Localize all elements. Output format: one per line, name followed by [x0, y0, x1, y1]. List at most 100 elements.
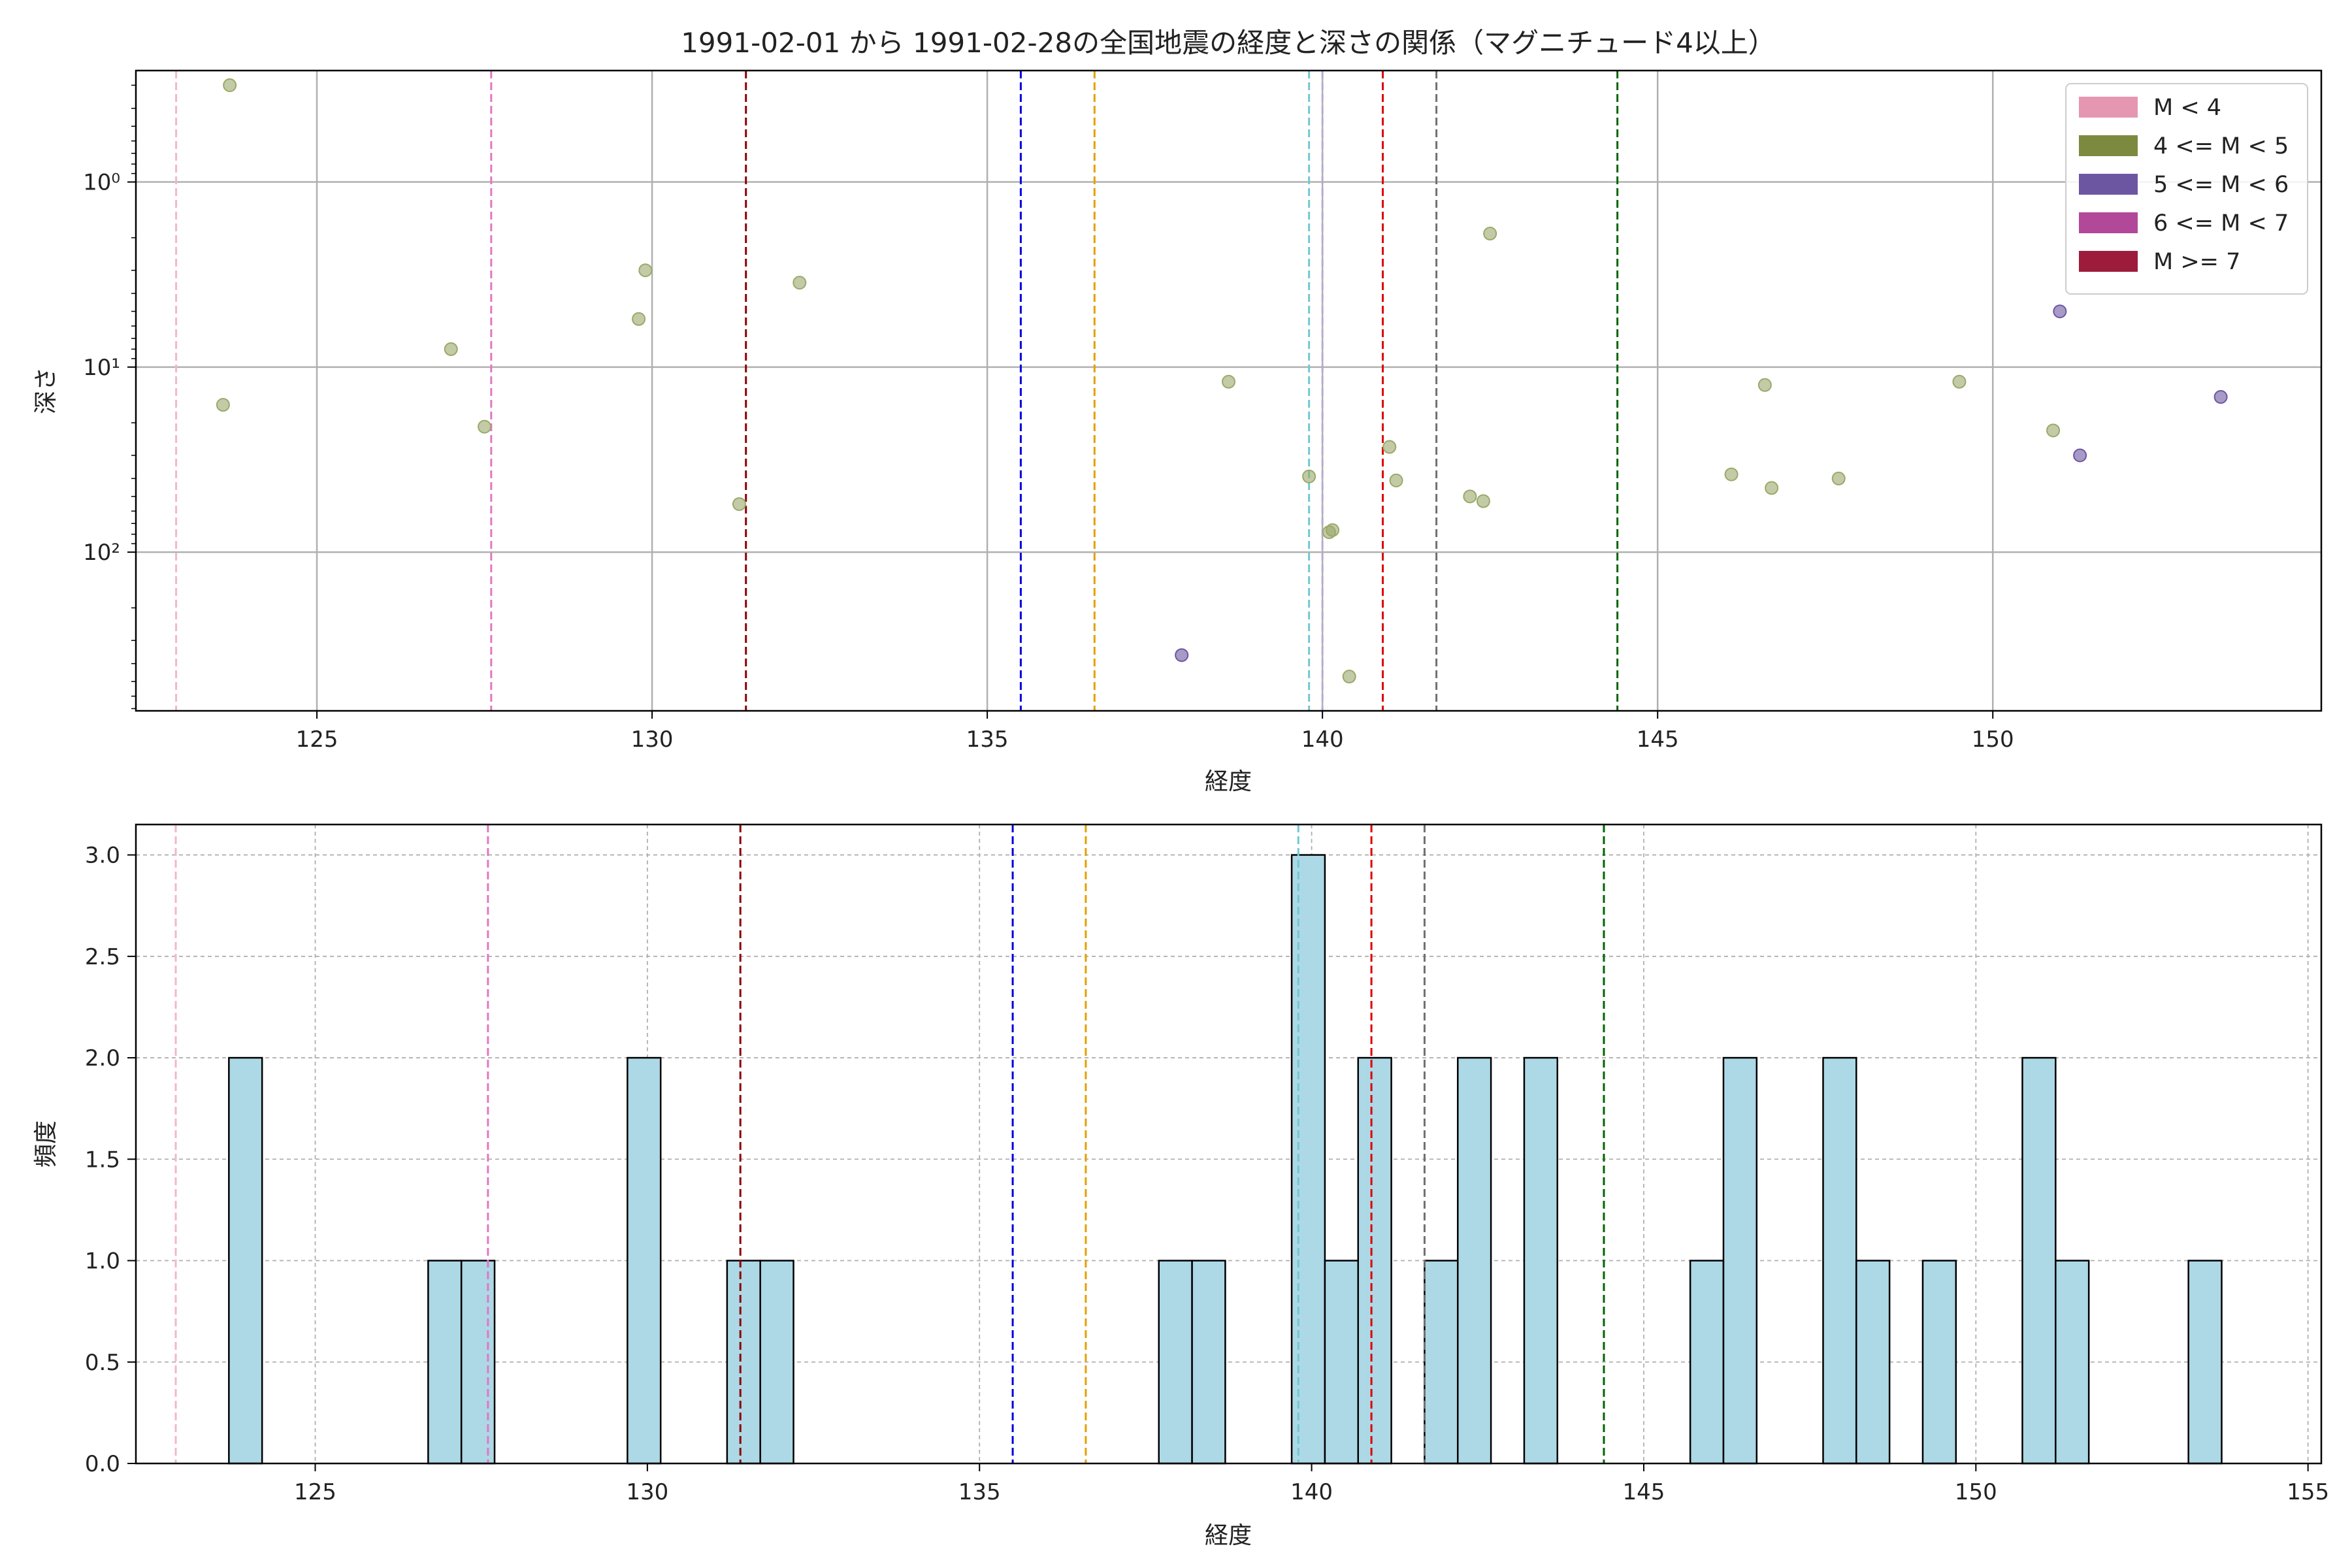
- scatter-point: [1476, 494, 1490, 508]
- histogram-bar: [759, 1260, 794, 1465]
- scatter-point: [1175, 648, 1189, 662]
- scatter-point: [2053, 304, 2067, 319]
- histogram-bar: [427, 1260, 463, 1465]
- scatter-point: [478, 419, 492, 434]
- scatter-point: [2213, 390, 2228, 404]
- histogram-bar: [1424, 1260, 1459, 1465]
- histogram-x-tick-label: 145: [1622, 1479, 1665, 1505]
- histogram-bar: [1689, 1260, 1725, 1465]
- histogram-bar: [1523, 1056, 1559, 1465]
- histogram-y-tick-label: 1.0: [85, 1249, 120, 1275]
- scatter-panel: 1991-02-01 から 1991-02-28の全国地震の経度と深さの関係（マ…: [33, 27, 2323, 795]
- histogram-bar: [1191, 1260, 1226, 1465]
- scatter-point: [732, 497, 746, 512]
- scatter-y-axis-label: 深さ: [33, 367, 59, 414]
- scatter-point: [1222, 374, 1235, 389]
- histogram-bar: [1357, 1056, 1392, 1465]
- scatter-point: [792, 276, 807, 290]
- scatter-point: [2046, 423, 2061, 438]
- histogram-bar: [1290, 854, 1326, 1465]
- histogram-x-axis-label: 経度: [1205, 1522, 1252, 1549]
- scatter-y-tick-label: 10²: [83, 540, 120, 566]
- histogram-bar: [1921, 1260, 1957, 1465]
- histogram-panel: 125 130 135 140 145 150 155 0.0 0.5 1.0 1.5 2.0 2.5…: [33, 823, 2329, 1549]
- histogram-bar: [726, 1260, 761, 1465]
- scatter-point: [1302, 469, 1316, 483]
- histogram-bar: [1158, 1260, 1193, 1465]
- scatter-x-ticks: 125 130 135 140 145 150: [296, 711, 2014, 753]
- histogram-bar: [2187, 1260, 2223, 1465]
- scatter-point: [638, 263, 653, 278]
- legend-label: M >= 7: [2153, 249, 2240, 275]
- histogram-bar: [2021, 1056, 2057, 1465]
- legend: M < 4 4 <= M < 5 5 <= M < 6 6 <= M < 7 M >= …: [2065, 83, 2308, 295]
- histogram-y-tick-label: 0.5: [85, 1350, 120, 1376]
- histogram-y-tick-label: 0.0: [85, 1451, 120, 1477]
- histogram-bar: [627, 1056, 662, 1465]
- scatter-point: [1765, 481, 1779, 495]
- legend-swatch: [2079, 174, 2138, 195]
- scatter-point: [632, 312, 646, 326]
- scatter-x-tick-label: 150: [1972, 727, 2014, 753]
- histogram-x-tick-label: 130: [626, 1479, 668, 1505]
- histogram-bar: [1855, 1260, 1891, 1465]
- scatter-point: [1483, 227, 1497, 241]
- scatter-point: [216, 398, 230, 412]
- histogram-x-ticks: 125 130 135 140 145 150 155: [294, 1463, 2329, 1505]
- legend-items: M < 4 4 <= M < 5 5 <= M < 6 6 <= M < 7 M >= …: [2079, 95, 2289, 275]
- scatter-x-axis-label: 経度: [1205, 768, 1252, 795]
- legend-swatch: [2079, 212, 2138, 233]
- scatter-point: [1382, 440, 1397, 454]
- histogram-bar: [1822, 1056, 1857, 1465]
- scatter-point: [1724, 467, 1739, 482]
- histogram-y-tick-label: 3.0: [85, 843, 120, 869]
- scatter-point: [1757, 378, 1772, 392]
- scatter-x-tick-label: 145: [1637, 727, 1679, 753]
- legend-label: 4 <= M < 5: [2153, 133, 2289, 159]
- histogram-bar: [1324, 1260, 1360, 1465]
- legend-swatch: [2079, 251, 2138, 272]
- legend-label: 5 <= M < 6: [2153, 172, 2289, 198]
- legend-label: 6 <= M < 7: [2153, 210, 2289, 237]
- scatter-point: [1952, 374, 1967, 389]
- scatter-points: [216, 78, 2228, 684]
- histogram-plot-frame: [135, 823, 2323, 1465]
- histogram-x-tick-label: 125: [294, 1479, 336, 1505]
- scatter-y-tick-label: 10¹: [83, 355, 120, 381]
- scatter-point: [444, 342, 458, 356]
- scatter-point: [1326, 523, 1340, 537]
- histogram-y-axis-label: 頻度: [33, 1120, 59, 1168]
- scatter-plot-frame: [135, 69, 2323, 712]
- histogram-bar: [1722, 1056, 1758, 1465]
- legend-label: M < 4: [2153, 95, 2221, 121]
- histogram-reference-lines: [174, 825, 1605, 1463]
- histogram-bar: [228, 1056, 263, 1465]
- scatter-point: [1389, 473, 1403, 487]
- histogram-x-tick-label: 140: [1290, 1479, 1333, 1505]
- scatter-point: [1463, 489, 1477, 504]
- histogram-bar: [460, 1260, 496, 1465]
- histogram-bar: [1457, 1056, 1492, 1465]
- scatter-x-tick-label: 135: [966, 727, 1009, 753]
- scatter-point: [223, 78, 237, 92]
- scatter-x-tick-label: 130: [631, 727, 674, 753]
- histogram-y-ticks: 0.0 0.5 1.0 1.5 2.0 2.5 3.0: [85, 843, 136, 1477]
- scatter-point: [2073, 448, 2087, 463]
- histogram-y-tick-label: 2.0: [85, 1045, 120, 1071]
- histogram-y-tick-label: 2.5: [85, 944, 120, 970]
- scatter-reference-lines: [175, 71, 1619, 711]
- scatter-y-ticks: 10⁰ 10¹ 10²: [83, 84, 136, 710]
- histogram-x-tick-label: 155: [2287, 1479, 2329, 1505]
- histogram-bar: [2055, 1260, 2090, 1465]
- scatter-point: [1342, 670, 1356, 684]
- scatter-grid: [136, 71, 2321, 711]
- scatter-point: [1831, 471, 1846, 485]
- scatter-x-tick-label: 140: [1301, 727, 1344, 753]
- histogram-x-tick-label: 135: [958, 1479, 1001, 1505]
- scatter-y-tick-label: 10⁰: [83, 170, 120, 196]
- scatter-title: 1991-02-01 から 1991-02-28の全国地震の経度と深さの関係（マ…: [681, 27, 1776, 59]
- legend-swatch: [2079, 97, 2138, 118]
- legend-swatch: [2079, 135, 2138, 156]
- scatter-x-tick-label: 125: [296, 727, 338, 753]
